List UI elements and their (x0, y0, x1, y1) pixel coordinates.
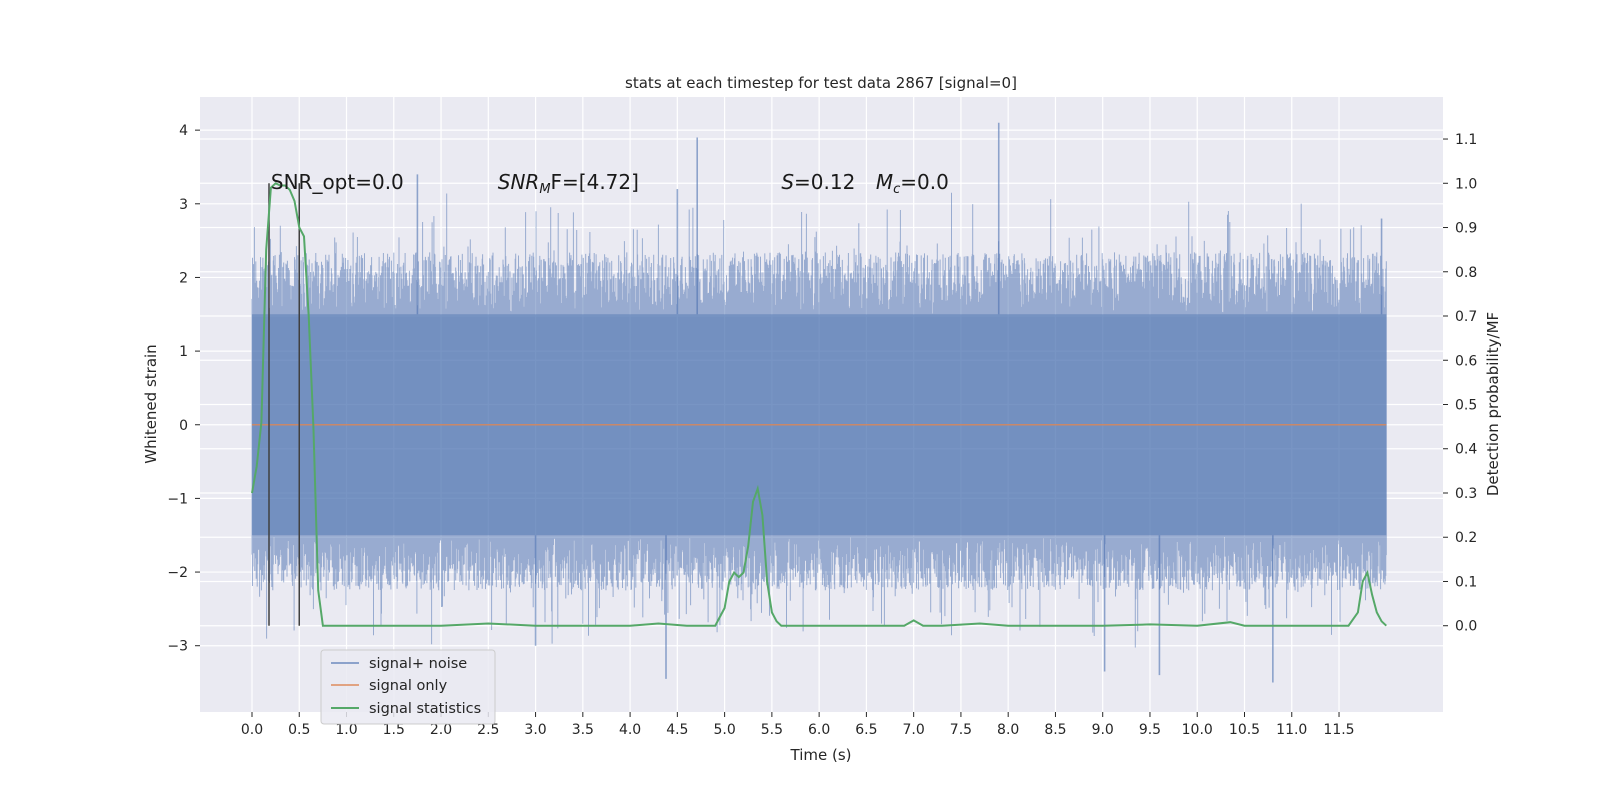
x-tick-label: 5.5 (761, 722, 783, 738)
y-axis-label: Whitened strain (142, 344, 160, 463)
y-tick-label: 3 (179, 197, 188, 213)
x-tick-label: 5.0 (713, 722, 735, 738)
signal-statistics-line (251, 182, 1387, 627)
x-tick-label: 7.0 (903, 722, 925, 738)
y-tick-label: 0 (179, 418, 188, 434)
y2-tick-label: 1.1 (1455, 132, 1477, 148)
x-tick-label: 0.0 (241, 722, 263, 738)
y2-axis-ticks: 1.1 1.0 0.9 0.8 0.7 0.6 0.5 0.4 0.3 0.2 0.1 0.0 (1443, 132, 1477, 635)
y2-tick-label: 0.0 (1455, 619, 1477, 635)
y-tick-label: 4 (179, 123, 188, 139)
vertical-markers (268, 183, 301, 626)
y-tick-label: −3 (167, 639, 188, 655)
signal-noise-trace (251, 192, 1387, 648)
y-tick-label: 1 (179, 344, 188, 360)
legend-label-signal-noise: signal+ noise (369, 656, 467, 672)
legend-label-signal-only: signal only (369, 678, 448, 694)
x-tick-label: 2.0 (430, 722, 452, 738)
legend-box (320, 649, 496, 725)
x-tick-label: 6.0 (808, 722, 830, 738)
x-tick-label: 11.0 (1276, 722, 1307, 738)
x-tick-label: 7.5 (950, 722, 972, 738)
chart-title: stats at each timestep for test data 286… (625, 74, 1017, 92)
x-tick-label: 10.0 (1182, 722, 1213, 738)
x-axis-label: Time (s) (790, 746, 852, 764)
y2-tick-label: 0.8 (1455, 265, 1477, 281)
x-tick-label: 10.5 (1229, 722, 1260, 738)
x-tick-label: 4.0 (619, 722, 641, 738)
series-signal-statistics (251, 182, 1387, 627)
x-tick-label: 1.5 (383, 722, 405, 738)
annotation-mc_stat: Mc=0.0 (876, 170, 949, 197)
legend: signal+ noise signal only signal statist… (320, 649, 496, 725)
x-tick-label: 4.5 (666, 722, 688, 738)
x-tick-label: 1.0 (335, 722, 357, 738)
y2-tick-label: 1.0 (1455, 176, 1477, 192)
annotation-snr_mf: SNRMF=[4.72] (498, 170, 639, 197)
y2-tick-label: 0.9 (1455, 221, 1477, 237)
y2-axis-label: Detection probability/MF (1484, 312, 1502, 496)
x-tick-label: 3.5 (572, 722, 594, 738)
y2-tick-label: 0.2 (1455, 530, 1477, 546)
annotations: SNR_opt=0.0 SNRMF=[4.72] S=0.12 Mc=0.0 (271, 170, 949, 197)
x-tick-label: 8.5 (1044, 722, 1066, 738)
x-tick-label: 6.5 (855, 722, 877, 738)
x-tick-label: 2.5 (477, 722, 499, 738)
x-tick-label: 9.0 (1092, 722, 1114, 738)
y-axis-ticks: 4 3 2 1 0 −1 −2 −3 (167, 123, 200, 655)
y-tick-label: −2 (167, 565, 188, 581)
y-tick-label: −1 (167, 491, 188, 507)
x-tick-label: 11.5 (1323, 722, 1354, 738)
y2-tick-label: 0.3 (1455, 486, 1477, 502)
annotation-s_stat: S=0.12 (781, 170, 855, 194)
x-tick-label: 9.5 (1139, 722, 1161, 738)
y2-tick-label: 0.7 (1455, 309, 1477, 325)
y-tick-label: 2 (179, 270, 188, 286)
y2-tick-label: 0.6 (1455, 353, 1477, 369)
y2-tick-label: 0.1 (1455, 574, 1477, 590)
x-tick-label: 3.0 (524, 722, 546, 738)
x-tick-label: 0.5 (288, 722, 310, 738)
y2-tick-label: 0.4 (1455, 442, 1477, 458)
y2-tick-label: 0.5 (1455, 398, 1477, 414)
x-tick-label: 8.0 (997, 722, 1019, 738)
x-axis-ticks: 0.0 0.5 1.0 1.5 2.0 2.5 3.0 3.5 4.0 4.5 5.0 5.5 6.0 6… (241, 712, 1355, 738)
annotation-snr_opt: SNR_opt=0.0 (271, 170, 404, 194)
legend-label-signal-statistics: signal statistics (369, 701, 481, 717)
